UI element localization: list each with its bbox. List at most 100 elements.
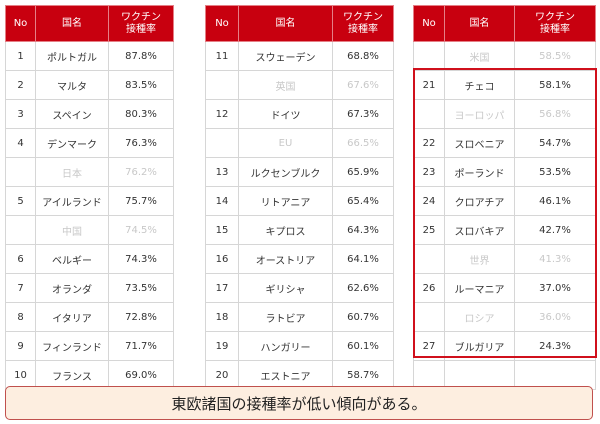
cell-country: エストニア	[238, 360, 333, 390]
table-row: 22 スロベニア 54.7%	[413, 128, 596, 158]
table-row: 26 ルーマニア 37.0%	[413, 273, 596, 303]
cell-rate: 58.1%	[514, 70, 596, 100]
cell-no	[413, 302, 445, 332]
cell-country: オーストリア	[238, 244, 333, 274]
cell-rate: 68.8%	[332, 41, 394, 71]
cell-no: 8	[5, 302, 36, 332]
cell-rate: 67.3%	[332, 99, 394, 129]
cell-no: 6	[5, 244, 36, 274]
cell-rate: 65.4%	[332, 186, 394, 216]
cell-rate: 60.1%	[332, 331, 394, 361]
table-row: 5 アイルランド 75.7%	[5, 186, 174, 216]
cell-country: ルクセンブルク	[238, 157, 333, 187]
cell-no	[205, 128, 239, 158]
cell-rate: 65.9%	[332, 157, 394, 187]
cell-no: 5	[5, 186, 36, 216]
cell-no: 26	[413, 273, 445, 303]
cell-no: 24	[413, 186, 445, 216]
cell-no: 4	[5, 128, 36, 158]
cell-country: ベルギー	[35, 244, 109, 274]
vaccination-table-3: No 国名 ワクチン 接種率 米国 58.5% 21 チェコ 58.1% ヨーロッパ 56.8…	[413, 5, 596, 390]
cell-rate: 60.7%	[332, 302, 394, 332]
cell-rate: 24.3%	[514, 331, 596, 361]
cell-country: マルタ	[35, 70, 109, 100]
cell-country: スロバキア	[444, 215, 515, 245]
vaccination-table-2: No 国名 ワクチン 接種率 11 スウェーデン 68.8% 英国 67.6% 12 ドイツ 6…	[205, 5, 394, 390]
cell-rate: 76.2%	[108, 157, 174, 187]
cell-rate: 36.0%	[514, 302, 596, 332]
cell-country: 中国	[35, 215, 109, 245]
table-row: 24 クロアチア 46.1%	[413, 186, 596, 216]
cell-no: 22	[413, 128, 445, 158]
cell-no: 1	[5, 41, 36, 71]
header-country: 国名	[238, 5, 333, 42]
cell-no: 18	[205, 302, 239, 332]
cell-no: 27	[413, 331, 445, 361]
cell-no: 13	[205, 157, 239, 187]
cell-no: 25	[413, 215, 445, 245]
cell-no: 15	[205, 215, 239, 245]
cell-country: スペイン	[35, 99, 109, 129]
cell-rate: 46.1%	[514, 186, 596, 216]
summary-caption: 東欧諸国の接種率が低い傾向がある。	[5, 386, 593, 420]
reference-row: 米国 58.5%	[413, 41, 596, 71]
cell-no: 12	[205, 99, 239, 129]
cell-country: チェコ	[444, 70, 515, 100]
cell-rate: 74.5%	[108, 215, 174, 245]
cell-country: スウェーデン	[238, 41, 333, 71]
cell-country: ポーランド	[444, 157, 515, 187]
table-row: 1 ポルトガル 87.8%	[5, 41, 174, 71]
header-country: 国名	[35, 5, 109, 42]
reference-row: ヨーロッパ 56.8%	[413, 99, 596, 129]
table-row: 6 ベルギー 74.3%	[5, 244, 174, 274]
cell-no	[5, 157, 36, 187]
table-header-row: No 国名 ワクチン 接種率	[205, 5, 394, 42]
cell-no: 2	[5, 70, 36, 100]
cell-country: ポルトガル	[35, 41, 109, 71]
table-row: 14 リトアニア 65.4%	[205, 186, 394, 216]
cell-rate: 73.5%	[108, 273, 174, 303]
cell-country: オランダ	[35, 273, 109, 303]
cell-no: 7	[5, 273, 36, 303]
table-row: 8 イタリア 72.8%	[5, 302, 174, 332]
cell-rate: 80.3%	[108, 99, 174, 129]
cell-rate: 66.5%	[332, 128, 394, 158]
table-row: 2 マルタ 83.5%	[5, 70, 174, 100]
cell-rate: 58.7%	[332, 360, 394, 390]
reference-row: 中国 74.5%	[5, 215, 174, 245]
cell-no: 23	[413, 157, 445, 187]
cell-country: スロベニア	[444, 128, 515, 158]
table-row: 13 ルクセンブルク 65.9%	[205, 157, 394, 187]
cell-no: 17	[205, 273, 239, 303]
cell-rate: 53.5%	[514, 157, 596, 187]
cell-rate	[514, 360, 596, 390]
reference-row: 英国 67.6%	[205, 70, 394, 100]
cell-country: 日本	[35, 157, 109, 187]
cell-no: 10	[5, 360, 36, 390]
table-row: 15 キプロス 64.3%	[205, 215, 394, 245]
cell-no	[5, 215, 36, 245]
table-header-row: No 国名 ワクチン 接種率	[5, 5, 174, 42]
cell-country: リトアニア	[238, 186, 333, 216]
cell-rate: 72.8%	[108, 302, 174, 332]
table-row: 11 スウェーデン 68.8%	[205, 41, 394, 71]
header-rate: ワクチン 接種率	[514, 5, 596, 42]
cell-no: 14	[205, 186, 239, 216]
cell-rate: 41.3%	[514, 244, 596, 274]
cell-no: 11	[205, 41, 239, 71]
caption-text: 東欧諸国の接種率が低い傾向がある。	[171, 394, 427, 413]
table-row: 4 デンマーク 76.3%	[5, 128, 174, 158]
header-no: No	[205, 5, 239, 42]
cell-country: ブルガリア	[444, 331, 515, 361]
table-row: 19 ハンガリー 60.1%	[205, 331, 394, 361]
cell-country: ヨーロッパ	[444, 99, 515, 129]
table-row: 9 フィンランド 71.7%	[5, 331, 174, 361]
cell-rate: 74.3%	[108, 244, 174, 274]
table-row: 7 オランダ 73.5%	[5, 273, 174, 303]
header-rate: ワクチン 接種率	[108, 5, 174, 42]
cell-country: イタリア	[35, 302, 109, 332]
vaccination-table-1: No 国名 ワクチン 接種率 1 ポルトガル 87.8% 2 マルタ 83.5% 3 スペイン 8…	[5, 5, 174, 390]
cell-country: アイルランド	[35, 186, 109, 216]
cell-rate: 83.5%	[108, 70, 174, 100]
table-row: 27 ブルガリア 24.3%	[413, 331, 596, 361]
